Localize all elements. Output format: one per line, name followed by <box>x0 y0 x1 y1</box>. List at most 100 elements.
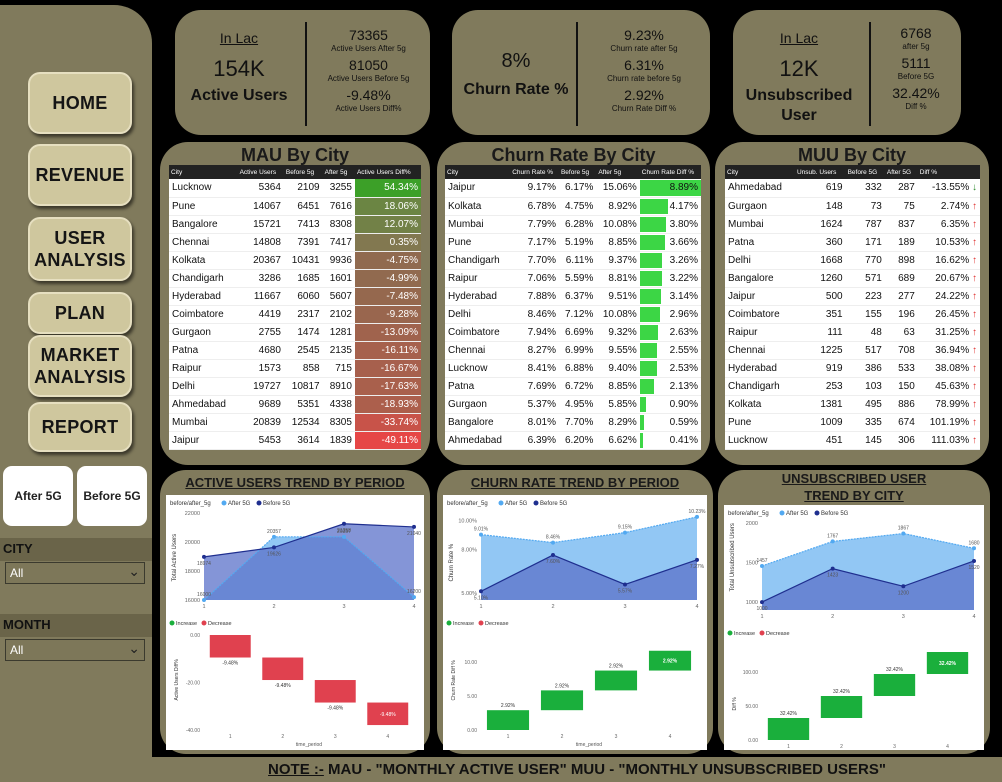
diff-bar <box>639 252 663 268</box>
cell-text: 6.28% <box>564 218 594 230</box>
point-before[interactable] <box>830 566 835 571</box>
point-after[interactable] <box>623 530 627 535</box>
waterfall-bar[interactable] <box>594 670 638 691</box>
point-after[interactable] <box>901 531 906 536</box>
column-header[interactable]: Active Users Diff% <box>354 165 421 179</box>
point-before[interactable] <box>479 589 483 594</box>
point-after[interactable] <box>479 532 483 537</box>
value-cell: 7.88% <box>510 287 559 306</box>
x-tick-label: 1 <box>202 604 205 610</box>
column-header[interactable]: Before 5g <box>283 165 323 179</box>
value-cell: 18.06% <box>354 197 421 216</box>
column-header[interactable]: Active Users <box>237 165 284 179</box>
market-analysis-button[interactable]: MARKET ANALYSIS <box>28 335 132 397</box>
column-header[interactable]: Churn Rate % <box>510 165 559 179</box>
point-after[interactable] <box>760 563 764 568</box>
point-before[interactable] <box>623 582 627 587</box>
point-after[interactable] <box>830 539 835 544</box>
before-5g-toggle[interactable]: Before 5G <box>77 466 147 526</box>
waterfall-bar[interactable] <box>540 690 584 711</box>
point-before[interactable] <box>412 524 416 529</box>
point-before[interactable] <box>202 554 206 559</box>
cell-text: 6451 <box>297 200 320 212</box>
cell-text: Chennai <box>172 236 210 248</box>
home-button[interactable]: HOME <box>28 72 132 134</box>
value-cell: 2109 <box>283 179 323 198</box>
plan-button[interactable]: PLAN <box>28 292 132 334</box>
value-cell: 7.70% <box>558 413 597 432</box>
waterfall-bar[interactable] <box>767 718 810 740</box>
point-before[interactable] <box>272 545 276 550</box>
arrow-up-icon: ↑ <box>969 308 977 320</box>
point-before[interactable] <box>972 558 976 563</box>
waterfall-bar[interactable] <box>648 650 692 671</box>
data-label: -9.48% <box>327 706 343 712</box>
y-tick-label: 100.00 <box>743 670 759 676</box>
value-cell: 223 <box>845 287 885 306</box>
column-header[interactable]: City <box>169 165 238 179</box>
waterfall-bar[interactable] <box>262 657 304 681</box>
waterfall-bar[interactable] <box>873 674 916 697</box>
city-cell: Kolkata <box>169 251 238 270</box>
point-after[interactable] <box>342 534 346 539</box>
month-dropdown[interactable]: All ⌄ <box>5 639 145 661</box>
value-cell: 8.85% <box>596 377 640 396</box>
value-cell: 6.72% <box>558 377 597 396</box>
point-before[interactable] <box>901 584 906 589</box>
x-tick-label: 3 <box>902 614 905 620</box>
x-tick-label: 1 <box>229 734 232 740</box>
data-label: 32.42% <box>833 689 851 695</box>
city-dropdown[interactable]: All ⌄ <box>5 562 145 584</box>
user-analysis-button[interactable]: USER ANALYSIS <box>28 217 132 281</box>
waterfall-bar[interactable] <box>209 635 251 658</box>
point-after[interactable] <box>972 546 976 551</box>
point-before[interactable] <box>342 521 346 526</box>
point-after[interactable] <box>695 514 699 519</box>
cell-text: 306 <box>898 434 915 446</box>
kpi-before-label: Before 5G <box>897 72 935 81</box>
column-header[interactable]: City <box>725 165 795 179</box>
cell-text: 24.22% <box>935 290 970 302</box>
kpi-before-value: 6.31% <box>624 57 664 73</box>
table-row: Bangalore 15721 7413 8308 12.07% <box>169 215 421 234</box>
column-header[interactable]: Diff % <box>917 165 980 179</box>
city-cell: Pune <box>725 413 795 432</box>
waterfall-bar[interactable] <box>486 710 530 730</box>
point-before[interactable] <box>695 557 699 562</box>
cell-text: 9689 <box>258 398 281 410</box>
waterfall-bar[interactable] <box>314 680 356 703</box>
point-before[interactable] <box>551 553 555 558</box>
column-header[interactable]: After 5g <box>596 165 640 179</box>
column-header[interactable]: Churn Rate Diff % <box>639 165 701 179</box>
value-cell: -9.28% <box>354 305 421 324</box>
cell-text: 2.13% <box>669 380 698 392</box>
waterfall-bar[interactable] <box>926 652 969 675</box>
point-after[interactable] <box>272 534 276 539</box>
value-cell: 3.22% <box>639 269 701 288</box>
column-header[interactable]: Unsub. Users <box>794 165 846 179</box>
waterfall-bar[interactable] <box>820 696 863 719</box>
cell-text: 103 <box>865 380 882 392</box>
value-cell: 7391 <box>283 233 323 252</box>
value-cell: 3286 <box>237 269 284 288</box>
column-header[interactable]: City <box>445 165 511 179</box>
point-after[interactable] <box>202 598 206 602</box>
column-header[interactable]: Before 5G <box>845 165 885 179</box>
report-button[interactable]: REPORT <box>28 402 132 452</box>
cell-text: 1668 <box>820 254 843 266</box>
cell-text: Patna <box>172 344 199 356</box>
point-after[interactable] <box>412 595 416 600</box>
after-5g-toggle[interactable]: After 5G <box>3 466 73 526</box>
point-before[interactable] <box>760 600 764 605</box>
point-after[interactable] <box>551 540 555 545</box>
cell-text: 287 <box>898 182 915 194</box>
column-header[interactable]: After 5G <box>884 165 918 179</box>
column-header[interactable]: Before 5g <box>558 165 597 179</box>
column-header[interactable]: After 5g <box>322 165 355 179</box>
waterfall-bar[interactable] <box>367 702 409 726</box>
value-cell: 8.85% <box>596 233 640 252</box>
cell-text: 1601 <box>329 272 352 284</box>
revenue-button[interactable]: REVENUE <box>28 144 132 206</box>
x-tick-label: 2 <box>551 604 554 610</box>
value-cell: -4.75% <box>354 251 421 270</box>
